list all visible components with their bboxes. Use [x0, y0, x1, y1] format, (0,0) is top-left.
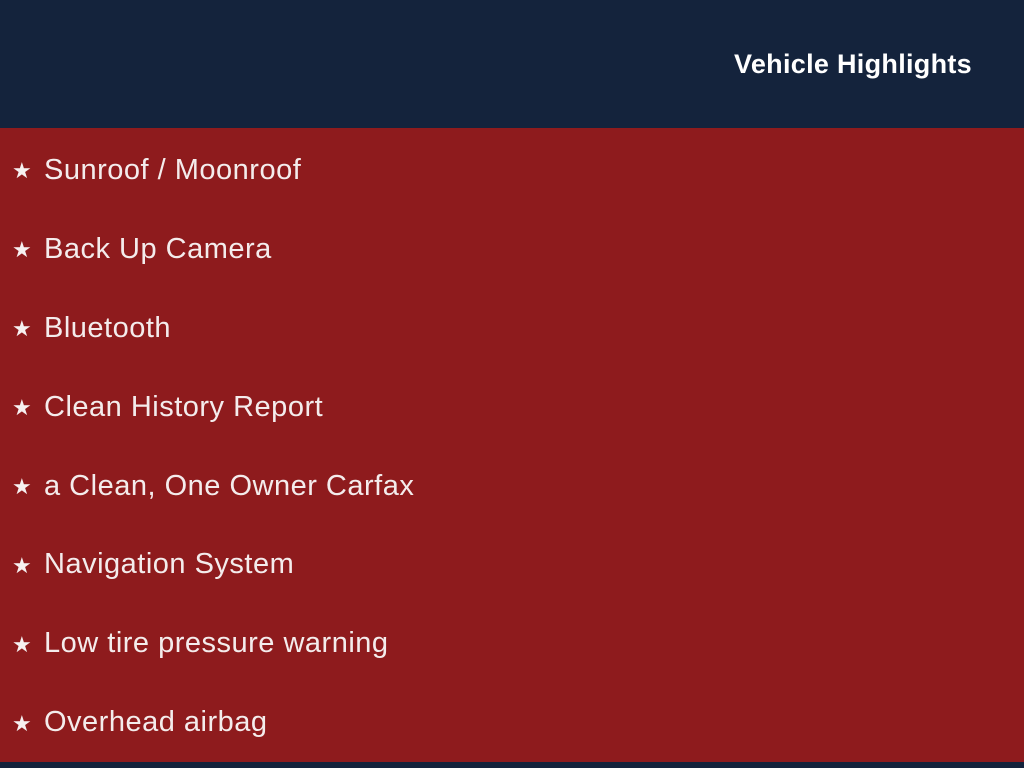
star-icon: ★	[12, 552, 32, 578]
star-icon: ★	[12, 631, 32, 657]
highlight-label: Back Up Camera	[44, 232, 272, 265]
highlights-list: ★ Sunroof / Moonroof ★ Back Up Camera ★ …	[0, 131, 1024, 762]
star-icon: ★	[12, 237, 32, 263]
star-icon: ★	[12, 710, 32, 736]
star-icon: ★	[12, 316, 32, 342]
highlight-label: Bluetooth	[44, 311, 172, 344]
star-icon: ★	[12, 474, 32, 499]
highlight-label: Overhead airbag	[44, 706, 268, 739]
list-item: ★ Clean History Report	[0, 368, 1024, 447]
list-item: ★ Back Up Camera	[0, 210, 1024, 289]
highlight-label: a Clean, One Owner Carfax	[44, 469, 415, 502]
page-title: Vehicle Highlights	[734, 48, 972, 79]
list-item: ★ Low tire pressure warning	[0, 604, 1024, 683]
bottom-bar	[0, 762, 1024, 768]
list-item: ★ a Clean, One Owner Carfax	[0, 447, 1024, 526]
list-item: ★ Bluetooth	[0, 289, 1024, 368]
slide-header: Vehicle Highlights	[0, 0, 1024, 128]
list-item: ★ Overhead airbag	[0, 683, 1024, 762]
highlight-label: Low tire pressure warning	[44, 627, 389, 660]
star-icon: ★	[12, 158, 32, 184]
list-item: ★ Navigation System	[0, 525, 1024, 604]
star-icon: ★	[12, 395, 32, 421]
list-item: ★ Sunroof / Moonroof	[0, 131, 1024, 210]
highlight-label: Clean History Report	[44, 390, 324, 423]
slide-body: ★ Sunroof / Moonroof ★ Back Up Camera ★ …	[0, 128, 1024, 763]
highlight-label: Sunroof / Moonroof	[44, 153, 302, 186]
highlight-label: Navigation System	[44, 548, 295, 581]
